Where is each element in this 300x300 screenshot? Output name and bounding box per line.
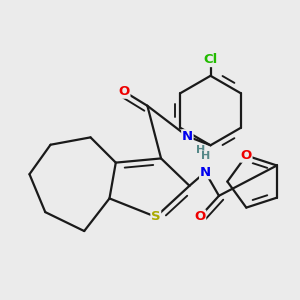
Text: O: O	[118, 85, 130, 98]
Text: H: H	[196, 145, 206, 155]
Text: O: O	[194, 210, 206, 223]
Text: H: H	[201, 151, 210, 161]
Text: Cl: Cl	[203, 53, 218, 67]
Text: N: N	[200, 166, 211, 178]
Text: S: S	[151, 210, 160, 223]
Text: O: O	[241, 149, 252, 162]
Text: N: N	[182, 130, 193, 143]
